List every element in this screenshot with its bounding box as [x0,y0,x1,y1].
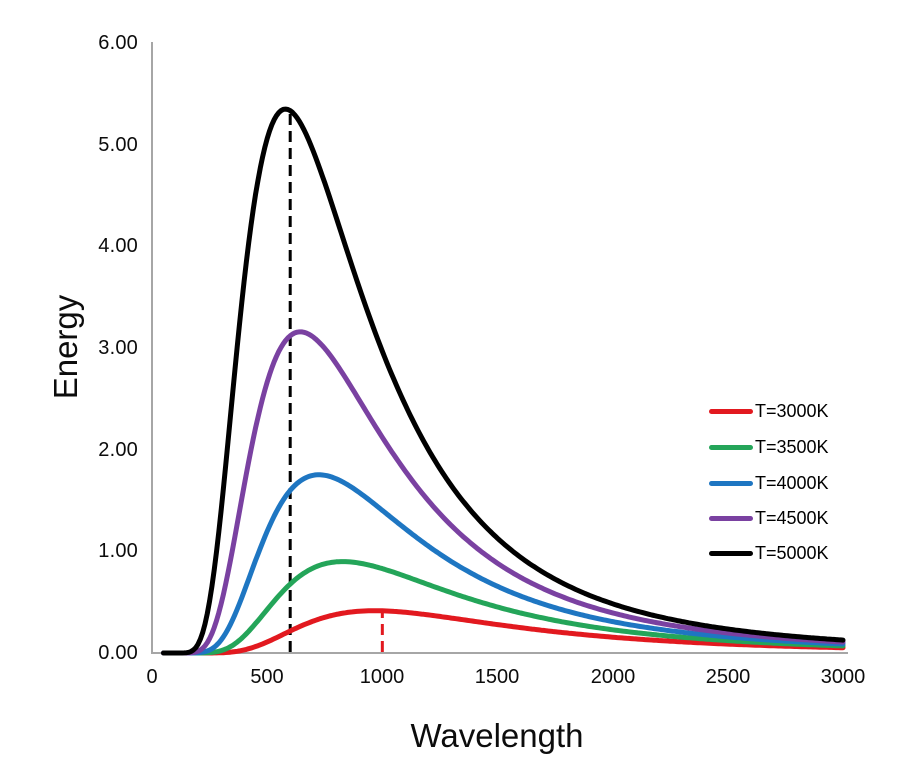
y-tick-label: 4.00 [98,235,138,257]
x-tick-label: 2500 [705,666,751,688]
x-tick-label: 1000 [359,666,405,688]
x-tick-label: 0 [146,666,158,688]
legend-swatch-green [709,444,753,450]
y-tick-label: 3.00 [98,337,138,359]
x-axis-title-text: Wavelength [410,717,584,754]
y-tick-label: 5.00 [98,134,138,156]
x-tick-label: 2000 [590,666,636,688]
legend-swatch-red [709,408,753,414]
x-tick-label: 500 [250,666,284,688]
legend-entry: T=3500K [709,435,829,459]
legend-swatch-blue [709,480,753,486]
legend-label: T=4000K [755,472,829,493]
y-tick-label: 6.00 [98,32,138,54]
y-tick-label: 1.00 [98,540,138,562]
legend-label: T=5000K [755,542,829,563]
legend-label: T=3000K [755,400,829,421]
x-tick-label: 3000 [820,666,866,688]
y-tick-label: 2.00 [98,439,138,461]
y-tick-label: 0.00 [98,642,138,664]
legend-entry: T=4000K [709,471,829,495]
y-axis-title-text: Energy [47,294,84,400]
legend-entry: T=5000K [709,541,829,565]
legend-label: T=4500K [755,507,829,528]
x-tick-label: 1500 [474,666,520,688]
legend-entry: T=4500K [709,506,829,530]
legend-swatch-black [709,550,753,556]
legend-entry: T=3000K [709,399,829,423]
legend-swatch-purple [709,515,753,521]
legend-label: T=3500K [755,436,829,457]
